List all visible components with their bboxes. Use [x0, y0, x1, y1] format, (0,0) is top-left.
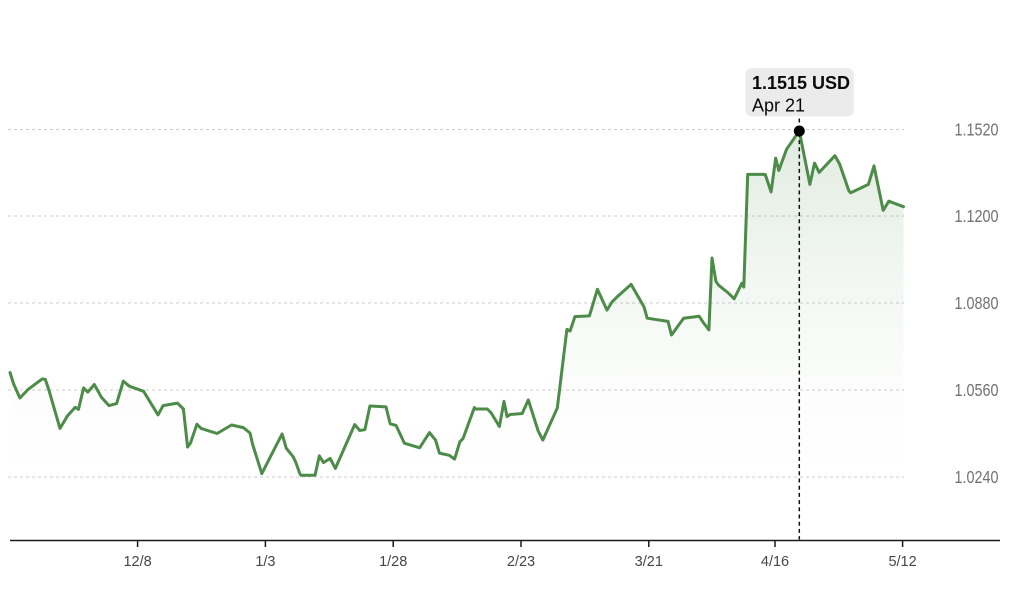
svg-text:1/3: 1/3 — [255, 554, 275, 570]
svg-text:1.0240: 1.0240 — [955, 467, 999, 487]
svg-text:1.0880: 1.0880 — [955, 293, 999, 313]
svg-text:5/12: 5/12 — [888, 554, 916, 570]
svg-text:1.1200: 1.1200 — [955, 206, 999, 226]
svg-text:3/21: 3/21 — [635, 554, 663, 570]
svg-text:4/16: 4/16 — [761, 554, 789, 570]
svg-text:1/28: 1/28 — [379, 554, 407, 570]
svg-text:1.1520: 1.1520 — [955, 120, 999, 140]
svg-text:2/23: 2/23 — [507, 554, 535, 570]
svg-text:1.1515 USD: 1.1515 USD — [752, 73, 850, 93]
svg-text:12/8: 12/8 — [123, 554, 151, 570]
svg-text:Apr 21: Apr 21 — [752, 96, 805, 116]
svg-text:1.0560: 1.0560 — [955, 380, 999, 400]
